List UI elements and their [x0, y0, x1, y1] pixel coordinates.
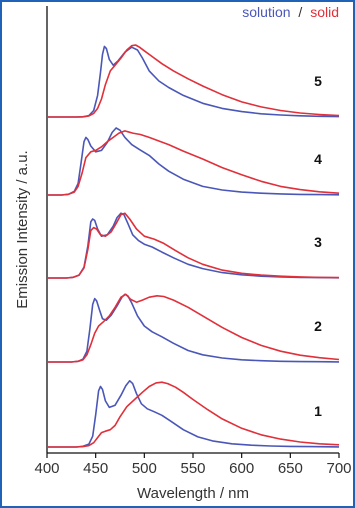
panel-label-5: 5: [314, 73, 322, 89]
x-tick-label-700: 700: [326, 460, 351, 477]
series-1-solution: [47, 380, 340, 448]
x-tick-label-450: 450: [83, 460, 108, 477]
legend: solution / solid: [242, 4, 339, 20]
x-axis-title: Wavelength / nm: [137, 485, 249, 502]
series-4-solution: [47, 127, 340, 196]
series-2-solid: [47, 293, 340, 363]
series-3-solid: [47, 212, 340, 279]
panel-label-2: 2: [314, 318, 322, 334]
series-1-solid: [47, 381, 340, 448]
panel-labels: 5 4 3 2 1: [314, 73, 322, 419]
panel-label-4: 4: [314, 151, 322, 167]
x-tick-label-500: 500: [132, 460, 157, 477]
series-layer: [47, 44, 340, 448]
x-tick-label-550: 550: [180, 460, 205, 477]
series-2-solution: [47, 293, 340, 363]
plot-area: 400 450 500 550 600 650 700 5 4 3 2 1: [34, 6, 352, 477]
x-tick-label-400: 400: [34, 460, 59, 477]
series-3-solution: [47, 212, 340, 279]
x-tick-label-650: 650: [278, 460, 303, 477]
x-tick-label-600: 600: [229, 460, 254, 477]
legend-solution: solution: [242, 4, 290, 20]
series-5-solid: [47, 44, 340, 118]
legend-separator: /: [298, 4, 302, 20]
panel-label-3: 3: [314, 234, 322, 250]
series-5-solution: [47, 45, 340, 118]
panel-label-1: 1: [314, 403, 322, 419]
x-ticks: 400 450 500 550 600 650 700: [34, 453, 352, 477]
y-axis-title: Emission Intensity / a.u.: [14, 150, 31, 308]
series-4-solid: [47, 130, 340, 196]
legend-solid: solid: [310, 4, 339, 20]
